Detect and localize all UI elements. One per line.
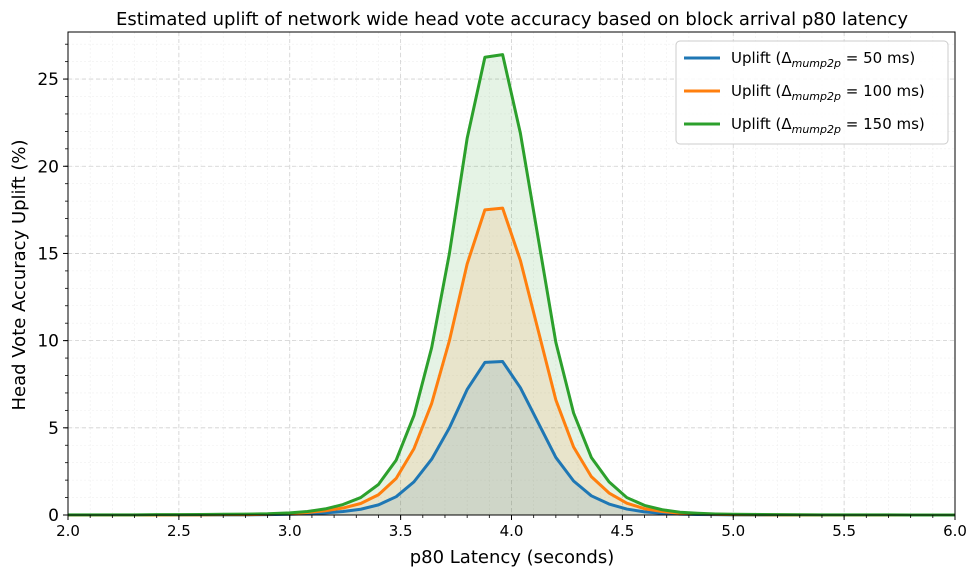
legend-box bbox=[675, 40, 949, 145]
legend-label-1: Uplift (Δmump2p = 100 ms) bbox=[731, 82, 925, 103]
legend: Uplift (Δmump2p = 50 ms) Uplift (Δmump2p … bbox=[675, 40, 949, 145]
series-fill-0 bbox=[68, 361, 955, 515]
y-tick-label: 20 bbox=[37, 157, 59, 177]
y-tick-label: 0 bbox=[48, 506, 59, 526]
chart-title: Estimated uplift of network wide head vo… bbox=[116, 9, 908, 30]
series-fill-1 bbox=[68, 208, 955, 515]
legend-label-0: Uplift (Δmump2p = 50 ms) bbox=[731, 49, 915, 70]
x-axis: 2.0 2.5 3.0 3.5 4.0 4.5 5.0 5.5 6.0 bbox=[56, 515, 967, 540]
x-tick-label: 4.5 bbox=[610, 522, 634, 540]
y-tick-label: 15 bbox=[37, 244, 59, 264]
y-tick-label: 10 bbox=[37, 332, 59, 352]
x-axis-label: p80 Latency (seconds) bbox=[410, 547, 615, 568]
series-fill-2 bbox=[68, 54, 955, 515]
y-axis-label: Head Vote Accuracy Uplift (%) bbox=[9, 139, 30, 410]
x-tick-label: 3.0 bbox=[278, 522, 302, 540]
x-tick-label: 5.5 bbox=[832, 522, 856, 540]
x-tick-label: 3.5 bbox=[389, 522, 413, 540]
x-tick-label: 4.0 bbox=[500, 522, 524, 540]
series-line-2 bbox=[68, 53, 955, 517]
y-axis: 0 5 10 15 20 25 bbox=[37, 43, 68, 526]
y-tick-label: 5 bbox=[48, 419, 59, 439]
x-tick-label: 6.0 bbox=[943, 522, 967, 540]
legend-label-2: Uplift (Δmump2p = 150 ms) bbox=[731, 115, 925, 136]
series-fills bbox=[68, 54, 955, 515]
x-tick-label: 2.0 bbox=[56, 522, 80, 540]
x-tick-label: 5.0 bbox=[721, 522, 745, 540]
x-tick-label: 2.5 bbox=[167, 522, 191, 540]
y-tick-label: 25 bbox=[37, 70, 59, 90]
